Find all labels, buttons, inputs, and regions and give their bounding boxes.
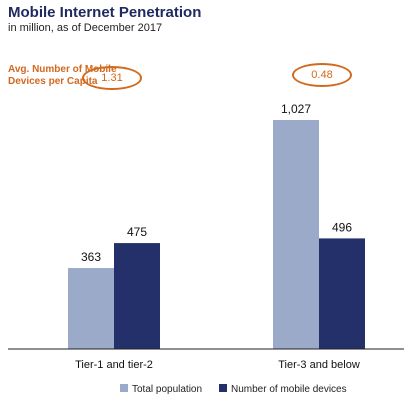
chart-title: Mobile Internet Penetration xyxy=(8,4,202,21)
category-label-0: Tier-1 and tier-2 xyxy=(75,359,153,371)
legend-label-0: Total population xyxy=(132,384,202,395)
data-label-1-1: 496 xyxy=(332,220,352,234)
avg-devices-label: Avg. Number of Mobile Devices per Capita xyxy=(8,64,117,87)
legend-swatch-0 xyxy=(120,384,128,392)
chart-subtitle: in million, as of December 2017 xyxy=(8,22,163,34)
data-label-1-0: 475 xyxy=(127,225,147,239)
legend-label-1: Number of mobile devices xyxy=(231,384,347,395)
data-label-0-1: 1,027 xyxy=(281,102,311,116)
avg-devices-value-tier3: 0.48 xyxy=(292,63,352,87)
avg-devices-value-tier12: 1.31 xyxy=(82,66,142,90)
bar-mobile-devices-1 xyxy=(319,238,365,349)
legend-swatch-1 xyxy=(219,384,227,392)
data-label-0-0: 363 xyxy=(81,250,101,264)
bar-mobile-devices-0 xyxy=(114,243,160,349)
bar-total-population-0 xyxy=(68,268,114,349)
category-label-1: Tier-3 and below xyxy=(278,359,360,371)
bar-total-population-1 xyxy=(273,120,319,349)
